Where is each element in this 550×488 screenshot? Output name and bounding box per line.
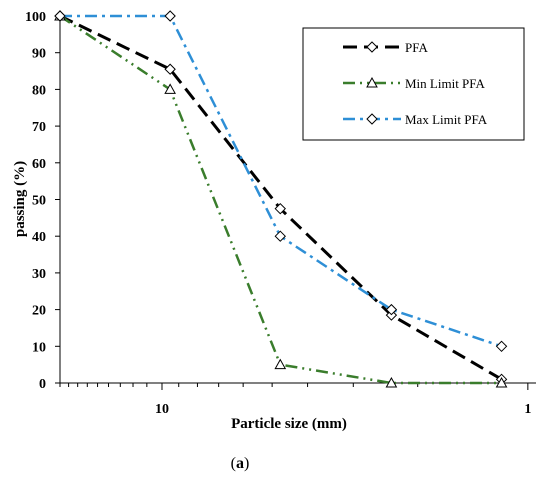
- y-tick-label: 30: [32, 267, 46, 282]
- legend-box: [302, 27, 525, 141]
- series-min-limit-pfa-marker-triangle: [274, 358, 287, 370]
- y-tick-label: 0: [39, 377, 46, 392]
- y-tick-label: 40: [32, 230, 46, 245]
- y-tick-label: 90: [32, 47, 46, 62]
- x-tick-label: 10: [155, 402, 169, 417]
- tick-labels: 0 10 20 30 40 50 60 70 80 90 100 10 1: [25, 10, 531, 417]
- series-layer: [54, 9, 508, 388]
- series-min-limit-pfa-marker-triangle: [385, 376, 398, 388]
- x-axis-title: Particle size (mm): [231, 416, 347, 432]
- caption-open: (: [230, 455, 236, 472]
- caption-letter: a: [236, 455, 244, 472]
- legend-pfa-marker-diamond: [366, 41, 378, 53]
- y-tick-label: 10: [32, 340, 46, 355]
- series-max-limit-pfa-marker-diamond: [164, 10, 176, 22]
- y-axis-title: passing (%): [12, 161, 28, 237]
- x-tick-label: 1: [524, 402, 531, 417]
- series-pfa-marker-diamond: [164, 63, 176, 75]
- y-tick-label: 70: [32, 120, 46, 135]
- legend-pfa-label: PFA: [405, 40, 428, 55]
- y-tick-label: 80: [32, 83, 46, 98]
- y-tick-label: 50: [32, 194, 46, 209]
- figure-caption: (a): [0, 455, 480, 473]
- y-tick-label: 100: [25, 10, 46, 25]
- legend-max-limit-pfa-label: Max Limit PFA: [405, 112, 488, 127]
- series-max-limit-pfa-marker-diamond: [274, 230, 286, 242]
- series-min-limit-pfa-marker-triangle: [495, 376, 508, 388]
- series-pfa-marker-diamond: [274, 202, 286, 215]
- series-max-limit-pfa-marker-diamond: [495, 340, 508, 353]
- series-max-limit-pfa-marker-diamond: [54, 10, 66, 22]
- legend: PFA Min Limit PFA Max Limit PFA: [302, 27, 525, 141]
- series-min-limit-pfa-marker-triangle: [164, 83, 176, 94]
- legend-min-limit-pfa-marker-triangle: [366, 76, 378, 88]
- caption-close: ): [244, 455, 250, 472]
- y-tick-label: 60: [32, 157, 46, 172]
- legend-min-limit-pfa-label: Min Limit PFA: [405, 76, 486, 91]
- series-max-limit-pfa-marker-diamond: [385, 303, 398, 316]
- legend-max-limit-pfa-marker-diamond: [366, 113, 378, 125]
- y-tick-label: 20: [32, 304, 46, 319]
